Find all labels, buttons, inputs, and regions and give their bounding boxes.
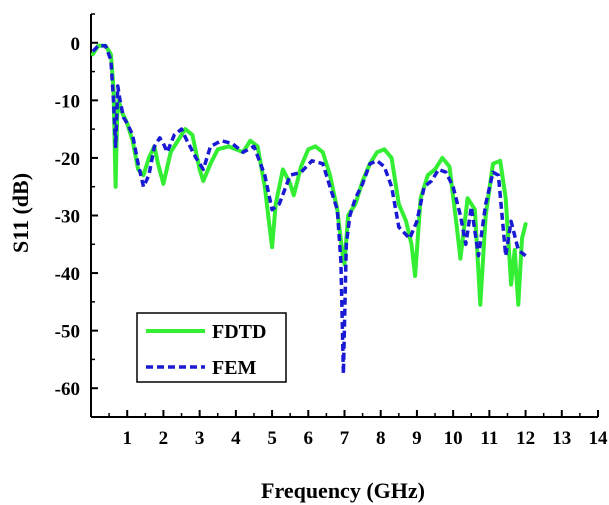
x-tick-label: 10 — [444, 428, 463, 449]
x-tick-label: 6 — [304, 428, 314, 449]
legend-label-fdtd: FDTD — [212, 321, 266, 343]
y-tick-label: -10 — [55, 91, 80, 112]
y-tick-label: -60 — [55, 379, 80, 400]
x-tick-label: 13 — [552, 428, 571, 449]
x-tick-label: 5 — [267, 428, 277, 449]
x-tick-label: 9 — [412, 428, 422, 449]
x-tick-label: 12 — [516, 428, 535, 449]
x-tick-label: 14 — [589, 428, 609, 449]
series-line-fdtd — [90, 43, 528, 307]
legend: FDTD FEM — [136, 312, 287, 383]
y-tick-label: -30 — [55, 207, 80, 228]
y-tick-label: 0 — [71, 34, 81, 55]
y-axis-title: S11 (dB) — [8, 173, 33, 253]
x-tick-label: 3 — [195, 428, 205, 449]
legend-box — [136, 312, 287, 383]
x-tick-label: 2 — [159, 428, 169, 449]
plot-area — [90, 43, 528, 376]
x-tick-label: 1 — [122, 428, 132, 449]
x-axis-title: Frequency (GHz) — [261, 478, 425, 503]
legend-label-fem: FEM — [212, 357, 257, 379]
x-tick-label: 4 — [231, 428, 241, 449]
axes: 1 2 3 4 5 6 7 8 9 10 11 12 13 140-10-20-30-40-50-60 — [55, 13, 609, 449]
x-tick-label: 7 — [340, 428, 350, 449]
y-tick-label: -50 — [55, 322, 80, 343]
y-tick-label: -40 — [55, 264, 80, 285]
x-tick-label: 11 — [480, 428, 498, 449]
x-tick-label: 8 — [376, 428, 386, 449]
series-line-fem — [91, 43, 527, 376]
y-tick-label: -20 — [55, 149, 80, 170]
